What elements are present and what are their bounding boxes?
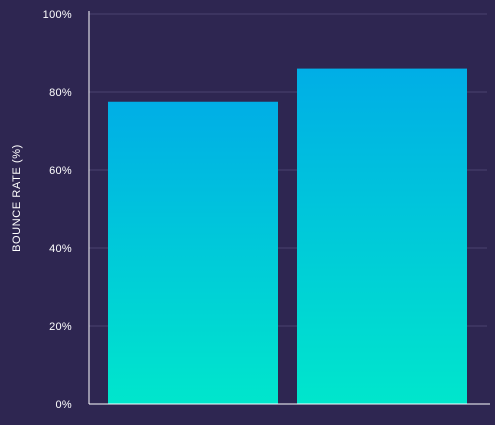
y-tick-label: 40% (49, 243, 72, 255)
y-tick-labels: 0% 20% 40% 60% 80% 100% (43, 9, 72, 411)
bars (108, 68, 467, 404)
axes (88, 11, 490, 405)
y-tick-label: 100% (43, 9, 72, 21)
y-tick-label: 80% (49, 87, 72, 99)
y-axis-title: BOUNCE RATE (%) (11, 144, 23, 252)
y-tick-label: 0% (56, 399, 73, 411)
bar-2 (297, 68, 467, 404)
bar-1 (108, 101, 278, 404)
y-tick-label: 60% (49, 165, 72, 177)
y-tick-label: 20% (49, 321, 72, 333)
